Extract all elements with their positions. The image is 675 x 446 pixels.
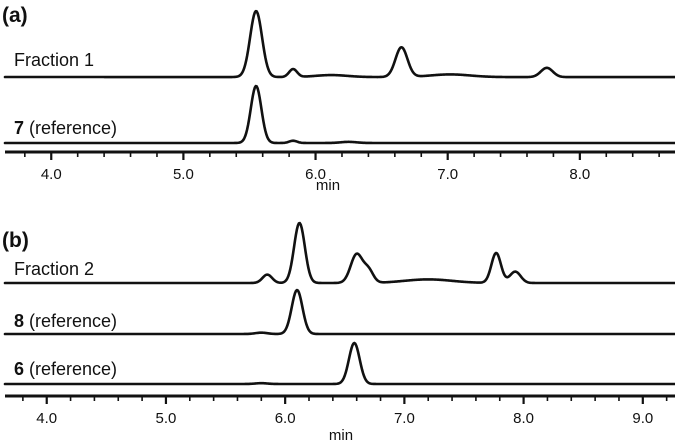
panel-a: (a) Fraction 1 7 (reference) 4.0 5.0 6.0 7.… bbox=[2, 4, 675, 194]
x-ticks-a bbox=[24, 152, 660, 160]
x-tick-labels-a: 4.0 5.0 6.0 7.0 8.0 bbox=[41, 166, 590, 183]
x-tick-label-a: 7.0 bbox=[437, 166, 458, 183]
x-axis-title-a: min bbox=[316, 177, 340, 194]
fraction-2-label: Fraction 2 bbox=[14, 259, 94, 279]
x-tick-label-a: 4.0 bbox=[41, 166, 62, 183]
x-tick-label-a: 6.0 bbox=[305, 166, 326, 183]
fraction-2-trace bbox=[3, 221, 675, 285]
x-tick-label-b: 5.0 bbox=[156, 410, 177, 427]
x-tick-label-a: 5.0 bbox=[173, 166, 194, 183]
panel-b-label: (b) bbox=[2, 229, 29, 252]
x-ticks-b bbox=[22, 396, 668, 404]
reference-8-label: 8 (reference) bbox=[14, 311, 117, 331]
fraction-1-label: Fraction 1 bbox=[14, 50, 94, 70]
x-tick-label-b: 4.0 bbox=[36, 410, 57, 427]
reference-8-label-compound: 8 bbox=[14, 311, 24, 331]
reference-7-trace bbox=[3, 84, 675, 145]
reference-8-label-text: (reference) bbox=[24, 311, 117, 331]
fraction-1-trace bbox=[3, 9, 675, 79]
fraction-1-label-text: Fraction 1 bbox=[14, 50, 94, 70]
reference-6-trace bbox=[3, 341, 675, 386]
reference-7-label: 7 (reference) bbox=[14, 118, 117, 138]
reference-6-label-compound: 6 bbox=[14, 359, 24, 379]
reference-7-label-compound: 7 bbox=[14, 118, 24, 138]
x-tick-label-b: 8.0 bbox=[513, 410, 534, 427]
x-tick-label-a: 8.0 bbox=[569, 166, 590, 183]
panel-a-label: (a) bbox=[2, 4, 28, 27]
reference-6-label: 6 (reference) bbox=[14, 359, 117, 379]
x-tick-label-b: 9.0 bbox=[632, 410, 653, 427]
x-axis-title-b: min bbox=[329, 427, 353, 444]
reference-8-trace bbox=[3, 288, 675, 336]
x-tick-labels-b: 4.0 5.0 6.0 7.0 8.0 9.0 bbox=[36, 410, 653, 427]
reference-7-label-text: (reference) bbox=[24, 118, 117, 138]
fraction-2-label-text: Fraction 2 bbox=[14, 259, 94, 279]
reference-6-label-text: (reference) bbox=[24, 359, 117, 379]
x-tick-label-b: 7.0 bbox=[394, 410, 415, 427]
x-tick-label-b: 6.0 bbox=[275, 410, 296, 427]
panel-b: (b) Fraction 2 8 (reference) 6 (referenc… bbox=[2, 221, 675, 444]
